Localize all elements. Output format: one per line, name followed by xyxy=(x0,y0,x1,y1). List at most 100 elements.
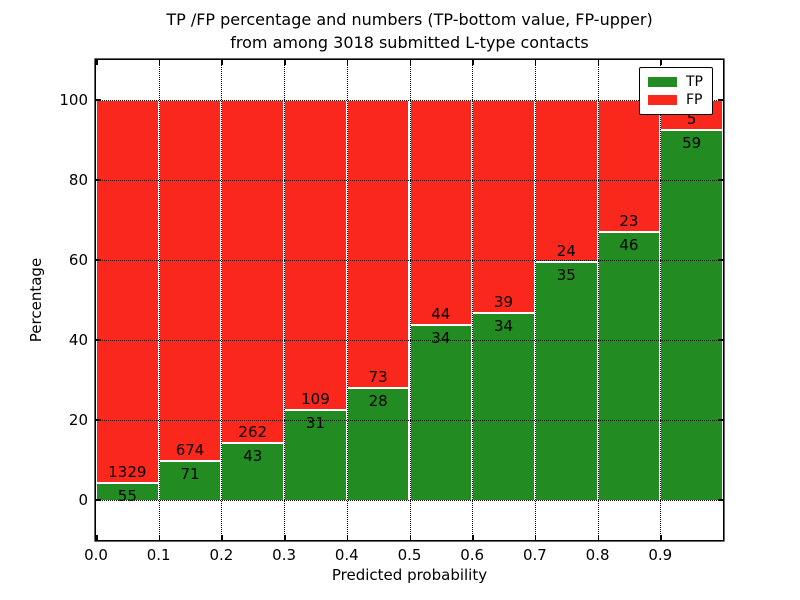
bar-tp-count-label: 43 xyxy=(243,446,263,465)
bar-tp-segment xyxy=(285,411,346,500)
bar-tp-segment xyxy=(535,262,597,500)
bar-fp-count-label: 39 xyxy=(493,292,514,311)
y-tick-mark xyxy=(96,419,101,421)
bar-tp-segment xyxy=(598,233,660,500)
x-tick-mark xyxy=(158,60,161,65)
x-tick-mark xyxy=(221,60,223,65)
y-tick-label: 60 xyxy=(68,251,88,269)
x-tick-label: 0.1 xyxy=(146,546,171,564)
x-tick-label: 0.0 xyxy=(84,546,108,564)
x-tick-label: 0.5 xyxy=(397,546,422,564)
x-tick-label: 0.9 xyxy=(648,546,673,564)
x-tick-mark xyxy=(409,60,411,65)
chart-title: TP /FP percentage and numbers (TP-bottom… xyxy=(96,8,723,54)
x-tick-mark xyxy=(284,60,286,65)
bar-fp-count-label: 1329 xyxy=(108,463,147,482)
y-axis-label: Percentage xyxy=(27,257,45,343)
bar-fp-count-label: 24 xyxy=(556,241,576,260)
x-tick-mark xyxy=(534,535,537,540)
bar-tp-segment xyxy=(661,131,722,500)
bar-tp-count-label: 59 xyxy=(682,134,702,153)
bar-tp-count-label: 34 xyxy=(431,328,451,347)
bar-fp-segment xyxy=(535,100,597,263)
bar-tp-segment xyxy=(347,389,409,500)
bar-fp-count-label: 44 xyxy=(431,304,451,323)
bar-fp-count-label: 109 xyxy=(301,390,330,409)
legend-label-fp: FP xyxy=(686,92,703,108)
bar-fp-segment xyxy=(159,100,221,462)
x-axis-label: Predicted probability xyxy=(331,566,488,584)
x-tick-mark xyxy=(472,60,474,65)
x-tick-mark xyxy=(284,535,286,540)
x-tick-label: 0.8 xyxy=(585,546,610,564)
v-gridline xyxy=(346,60,348,540)
y-tick-mark xyxy=(718,499,723,501)
y-tick-mark xyxy=(96,99,101,101)
bar-tp-segment xyxy=(97,484,158,500)
fp-legend-swatch xyxy=(648,95,677,105)
bar-tp-segment xyxy=(473,313,534,500)
y-tick-mark xyxy=(718,259,723,261)
bar-tp-count-label: 28 xyxy=(368,392,388,411)
v-gridline xyxy=(660,60,662,540)
v-gridline xyxy=(597,60,599,540)
x-tick-mark xyxy=(346,535,349,540)
bar-fp-segment xyxy=(473,100,534,314)
x-tick-mark xyxy=(346,60,349,65)
x-tick-mark xyxy=(96,535,98,540)
plot-area: 1329 55 674 71 262 43 109 31 73 28 44 34 39 34 24 35 23 4… xyxy=(96,60,723,540)
bar-fp-segment xyxy=(410,100,472,326)
bar-fp-count-label: 674 xyxy=(175,440,205,459)
bar-column xyxy=(346,100,410,500)
legend-item-fp: FP xyxy=(648,91,703,109)
y-tick-mark xyxy=(96,259,101,261)
bar-column xyxy=(96,100,159,500)
x-tick-mark xyxy=(597,535,600,540)
x-tick-mark xyxy=(221,535,223,540)
bar-fp-count-label: 262 xyxy=(238,422,268,441)
y-tick-mark xyxy=(96,499,101,501)
x-tick-mark xyxy=(96,60,98,65)
bar-tp-count-label: 71 xyxy=(180,464,200,483)
bar-tp-count-label: 35 xyxy=(556,265,576,284)
chart-title-line2: from among 3018 submitted L-type contact… xyxy=(230,33,589,52)
y-tick-label: 20 xyxy=(68,411,88,429)
bar-fp-segment xyxy=(222,100,284,444)
bar-column xyxy=(221,100,285,500)
x-tick-label: 0.7 xyxy=(522,546,547,564)
v-gridline xyxy=(534,60,536,540)
legend-label-tp: TP xyxy=(686,74,703,90)
v-gridline xyxy=(158,60,160,540)
bar-tp-count-label: 55 xyxy=(117,487,137,506)
bar-fp-count-label: 73 xyxy=(368,368,388,387)
y-tick-mark xyxy=(718,339,723,341)
bar-tp-segment xyxy=(159,461,221,500)
y-tick-mark xyxy=(96,339,101,341)
legend: TP FP xyxy=(639,67,713,115)
bar-column xyxy=(534,100,598,500)
y-tick-label: 80 xyxy=(68,171,88,189)
legend-item-tp: TP xyxy=(648,73,703,91)
x-tick-label: 0.6 xyxy=(460,546,485,564)
x-tick-mark xyxy=(409,535,411,540)
x-tick-label: 0.3 xyxy=(272,546,297,564)
tp-legend-swatch xyxy=(648,77,677,87)
bar-tp-count-label: 46 xyxy=(619,236,639,255)
x-tick-mark xyxy=(158,535,161,540)
bar-tp-count-label: 34 xyxy=(493,316,514,335)
y-tick-mark xyxy=(96,179,101,181)
bar-fp-segment xyxy=(598,100,660,234)
bar-column xyxy=(409,100,473,500)
x-tick-label: 0.2 xyxy=(209,546,234,564)
y-tick-mark xyxy=(718,179,723,181)
bar-column xyxy=(597,100,661,500)
bar-fp-count-label: 5 xyxy=(686,110,697,129)
bar-column xyxy=(660,100,723,500)
v-gridline xyxy=(284,60,286,540)
x-tick-mark xyxy=(660,535,662,540)
bar-tp-segment xyxy=(410,325,472,500)
x-tick-label: 0.4 xyxy=(334,546,359,564)
y-tick-mark xyxy=(718,99,723,101)
y-tick-label: 0 xyxy=(78,491,88,509)
bar-column xyxy=(284,100,347,500)
